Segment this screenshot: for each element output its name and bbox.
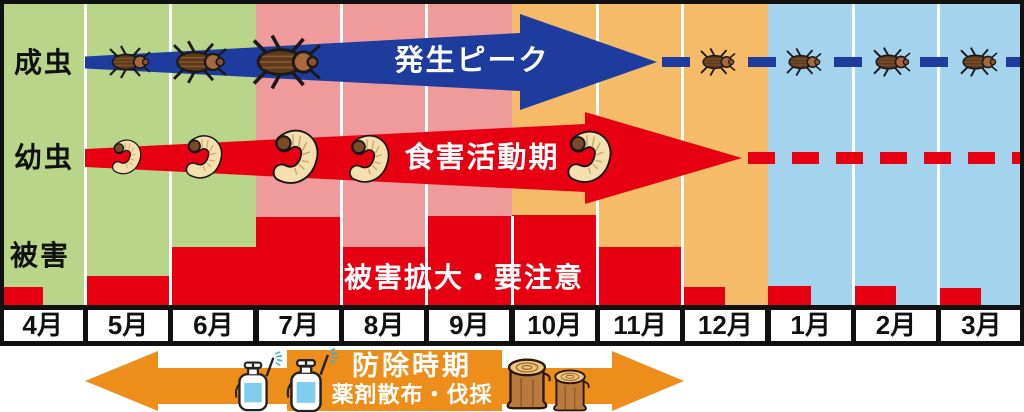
adult-dashed-segment — [1006, 57, 1024, 67]
control-banner — [287, 350, 502, 411]
control-arrow-graphic — [85, 347, 684, 412]
month-cell-1月: 1月 — [770, 310, 851, 341]
adult-dashed-segment — [920, 57, 948, 67]
month-cell-7月: 7月 — [258, 310, 339, 341]
beetle-icon — [960, 46, 998, 78]
damage-bar-12月 — [682, 287, 726, 305]
damage-bar-3月 — [938, 288, 982, 305]
adult-dashed-segment — [662, 57, 690, 67]
month-cell-9月: 9月 — [429, 310, 510, 341]
larva-dashed-segment — [792, 152, 819, 164]
month-cell-6月: 6月 — [173, 310, 254, 341]
larva-dashed-segment — [748, 152, 775, 164]
month-cell-11月: 11月 — [599, 310, 681, 341]
month-cell-3月: 3月 — [941, 310, 1022, 341]
damage-bar-5月 — [85, 276, 171, 305]
month-cell-10月: 10月 — [514, 310, 595, 341]
adult-dashed-segment — [834, 57, 862, 67]
stump-icon — [506, 358, 551, 410]
control-arrow-right-head — [612, 351, 684, 411]
chart-border-top — [0, 0, 1024, 4]
larva-dashed-segment — [836, 152, 863, 164]
larva-dashed-segment — [880, 152, 907, 164]
month-cell-5月: 5月 — [87, 310, 169, 341]
adult-arrow-label: 発生ピーク — [394, 45, 550, 77]
stump-icon — [553, 369, 590, 412]
larva-dashed-segment — [924, 152, 951, 164]
adult-emergence-arrow — [85, 14, 657, 110]
chart-area: 成虫 幼虫 被害 発生ピーク 食害活動期 被害拡大・要注意 4月 5月 6月 7月 8月… — [0, 0, 1024, 346]
beetle-icon — [786, 47, 822, 77]
damage-bar-2月 — [853, 286, 896, 305]
beetle-icon — [252, 33, 322, 91]
month-cell-4月: 4月 — [2, 310, 83, 341]
damage-bar-8月 — [341, 247, 427, 305]
larva-arrow-label: 食害活動期 — [404, 142, 560, 174]
damage-bar-10月 — [512, 215, 598, 305]
row-label-larva: 幼虫 — [14, 142, 75, 173]
damage-bar-6月 — [170, 247, 256, 305]
chart-border-right — [1020, 0, 1024, 346]
row-label-adult: 成虫 — [14, 47, 75, 78]
control-banner-title: 防除時期 — [352, 351, 472, 381]
control-period-section: 防除時期 薬剤散布・伐採 — [0, 346, 1024, 412]
chart-border-left — [0, 0, 4, 346]
month-cell-2月: 2月 — [855, 310, 937, 341]
arrows-overlay — [85, 14, 1024, 204]
damage-bar-1月 — [768, 286, 811, 305]
control-banner-subtitle: 薬剤散布・伐採 — [331, 382, 493, 407]
month-axis: 4月 5月 6月 7月 8月 9月 10月 11月 12月 1月 2月 3月 — [0, 305, 1024, 346]
beetle-icon — [873, 46, 911, 78]
beetle-icon — [108, 44, 152, 80]
month-cell-12月: 12月 — [685, 310, 766, 341]
damage-bar-11月 — [597, 247, 683, 305]
damage-bar-7月 — [256, 217, 342, 305]
control-arrow-left-head — [85, 351, 158, 411]
damage-bar-9月 — [426, 216, 512, 305]
adult-dashed-segment — [748, 57, 776, 67]
row-label-damage: 被害 — [10, 240, 71, 271]
damage-note-label: 被害拡大・要注意 — [343, 262, 585, 293]
larva-dashed-segment — [968, 152, 995, 164]
beetle-icon — [700, 47, 736, 77]
beetle-icon — [172, 39, 228, 85]
month-cell-8月: 8月 — [343, 310, 425, 341]
damage-bar-4月 — [0, 287, 43, 305]
month-gridline — [510, 216, 514, 305]
